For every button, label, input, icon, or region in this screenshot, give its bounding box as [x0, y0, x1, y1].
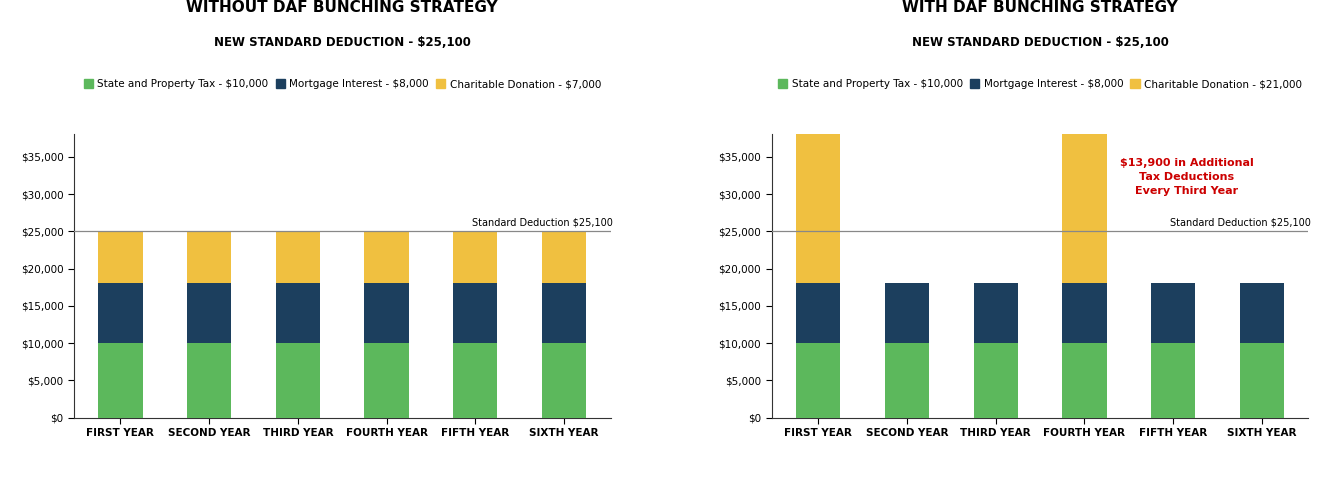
Bar: [973, 284, 1017, 343]
Text: NEW STANDARD DEDUCTION - $25,100: NEW STANDARD DEDUCTION - $25,100: [911, 36, 1169, 49]
Bar: [1063, 343, 1107, 418]
Bar: [98, 343, 142, 418]
Bar: [187, 284, 231, 343]
Bar: [365, 343, 409, 418]
Bar: [1151, 343, 1196, 418]
Bar: [796, 343, 840, 418]
Legend: State and Property Tax - $10,000, Mortgage Interest - $8,000, Charitable Donatio: State and Property Tax - $10,000, Mortga…: [82, 77, 603, 92]
Bar: [1240, 284, 1284, 343]
Bar: [884, 284, 929, 343]
Bar: [98, 284, 142, 343]
Text: WITHOUT DAF BUNCHING STRATEGY: WITHOUT DAF BUNCHING STRATEGY: [187, 0, 498, 15]
Bar: [796, 284, 840, 343]
Text: Standard Deduction $25,100: Standard Deduction $25,100: [472, 217, 613, 228]
Bar: [454, 284, 498, 343]
Bar: [98, 231, 142, 284]
Bar: [542, 343, 586, 418]
Text: $13,900 in Additional
Tax Deductions
Every Third Year: $13,900 in Additional Tax Deductions Eve…: [1119, 158, 1253, 196]
Bar: [1063, 284, 1107, 343]
Bar: [454, 231, 498, 284]
Bar: [884, 343, 929, 418]
Bar: [542, 231, 586, 284]
Bar: [365, 284, 409, 343]
Bar: [275, 284, 319, 343]
Bar: [275, 231, 319, 284]
Bar: [1063, 127, 1107, 284]
Bar: [973, 343, 1017, 418]
Text: WITH DAF BUNCHING STRATEGY: WITH DAF BUNCHING STRATEGY: [902, 0, 1178, 15]
Bar: [454, 343, 498, 418]
Bar: [796, 127, 840, 284]
Legend: State and Property Tax - $10,000, Mortgage Interest - $8,000, Charitable Donatio: State and Property Tax - $10,000, Mortga…: [776, 77, 1304, 92]
Bar: [365, 231, 409, 284]
Bar: [275, 343, 319, 418]
Bar: [1151, 284, 1196, 343]
Bar: [187, 343, 231, 418]
Text: NEW STANDARD DEDUCTION - $25,100: NEW STANDARD DEDUCTION - $25,100: [213, 36, 471, 49]
Bar: [542, 284, 586, 343]
Text: Standard Deduction $25,100: Standard Deduction $25,100: [1170, 217, 1311, 228]
Bar: [1240, 343, 1284, 418]
Bar: [187, 231, 231, 284]
